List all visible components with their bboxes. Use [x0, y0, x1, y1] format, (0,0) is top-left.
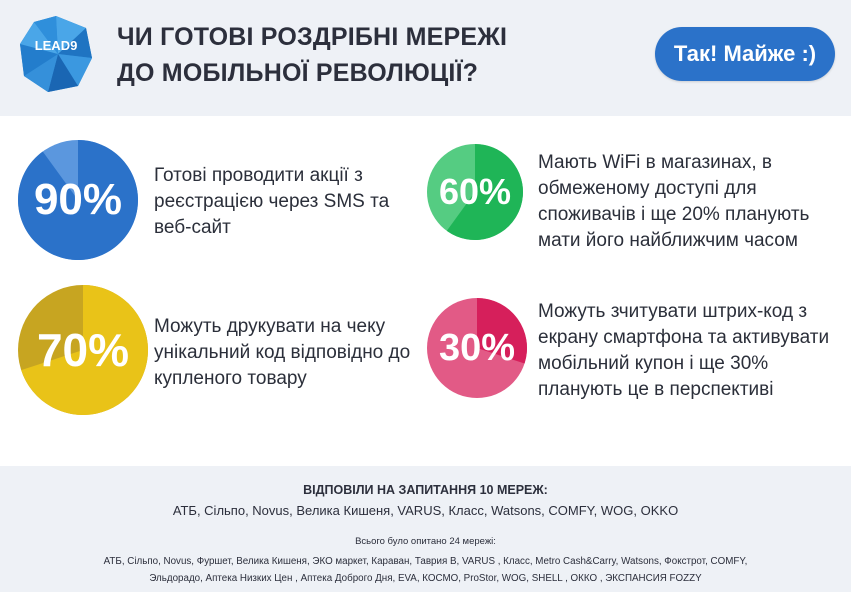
- desc-line: мати його найближчим часом: [538, 230, 798, 251]
- pie-chart-30: [427, 298, 527, 398]
- title-line-2: ДО МОБІЛЬНОЇ РЕВОЛЮЦІЇ?: [117, 59, 479, 87]
- footer-panel: ВІДПОВІЛИ НА ЗАПИТАННЯ 10 МЕРЕЖ: АТБ, Сі…: [0, 466, 851, 592]
- title-line-1: ЧИ ГОТОВІ РОЗДРІБНІ МЕРЕЖІ: [117, 23, 508, 51]
- logo-text: LEAD9: [35, 38, 78, 53]
- desc-line: Мають WiFi в магазинах, в: [538, 152, 772, 173]
- desc-line: Можуть зчитувати штрих-код з: [538, 301, 808, 322]
- surveyed-list: АТБ, Сільпо, Novus, Фуршет, Велика Кишен…: [0, 553, 851, 587]
- pie-value-slice: [477, 298, 527, 364]
- lead9-logo[interactable]: LEAD9: [18, 14, 94, 94]
- stat-90: 90%: [18, 140, 138, 260]
- desc-line: реєстрацією через SMS та: [154, 191, 390, 212]
- desc-line: обмеженому доступі для: [538, 178, 757, 199]
- desc-line: Готові проводити акції з: [154, 165, 363, 186]
- stat-percent: 60%: [438, 171, 512, 212]
- desc-line: планують це в перспективі: [538, 379, 774, 400]
- surveyed-line-1: АТБ, Сільпо, Novus, Фуршет, Велика Кишен…: [103, 556, 748, 567]
- stat-60: 60%: [427, 144, 523, 240]
- stat-description: Можуть зчитувати штрих-код з екрану смар…: [538, 299, 829, 403]
- pie-value-slice: [21, 285, 148, 415]
- surveyed-title: Всього було опитано 24 мережі:: [355, 536, 496, 547]
- desc-line: купленого товару: [154, 368, 307, 389]
- stat-30: 30%: [427, 298, 527, 398]
- page-title: ЧИ ГОТОВІ РОЗДРІБНІ МЕРЕЖІ ДО МОБІЛЬНОЇ …: [117, 19, 507, 91]
- stat-description: Мають WiFi в магазинах, в обмеженому дос…: [538, 150, 809, 254]
- surveyed-line-2: Эльдорадо, Аптека Низких Цен , Аптека До…: [149, 573, 702, 584]
- desc-line: екрану смартфона та активувати: [538, 327, 830, 348]
- desc-line: веб-сайт: [154, 217, 231, 238]
- desc-line: Можуть друкувати на чеку: [154, 316, 386, 337]
- desc-line: мобільний купон і ще 30%: [538, 353, 769, 374]
- answered-list: АТБ, Сільпо, Novus, Велика Кишеня, VARUS…: [172, 503, 679, 518]
- stat-description: Готові проводити акції з реєстрацією чер…: [154, 163, 389, 241]
- answered-title: ВІДПОВІЛИ НА ЗАПИТАННЯ 10 МЕРЕЖ:: [303, 483, 548, 497]
- cta-button[interactable]: Так! Майже :): [655, 27, 835, 81]
- desc-line: унікальний код відповідно до: [154, 342, 411, 363]
- desc-line: споживачів і ще 20% планують: [538, 204, 810, 225]
- header-band: LEAD9 ЧИ ГОТОВІ РОЗДРІБНІ МЕРЕЖІ ДО МОБІ…: [0, 0, 851, 116]
- pie-chart-70: [18, 285, 148, 415]
- stat-70: 70%: [18, 285, 148, 415]
- stat-percent: 90%: [33, 175, 123, 224]
- pie-value-slice: [446, 144, 523, 240]
- pie-chart-60: [427, 144, 523, 240]
- stat-percent: 30%: [438, 326, 516, 369]
- logo-polygon-icon: LEAD9: [20, 16, 92, 92]
- pie-value-slice: [18, 140, 138, 260]
- stat-percent: 70%: [36, 324, 130, 376]
- stat-description: Можуть друкувати на чеку унікальний код …: [154, 314, 410, 392]
- pie-chart-90: [18, 140, 138, 260]
